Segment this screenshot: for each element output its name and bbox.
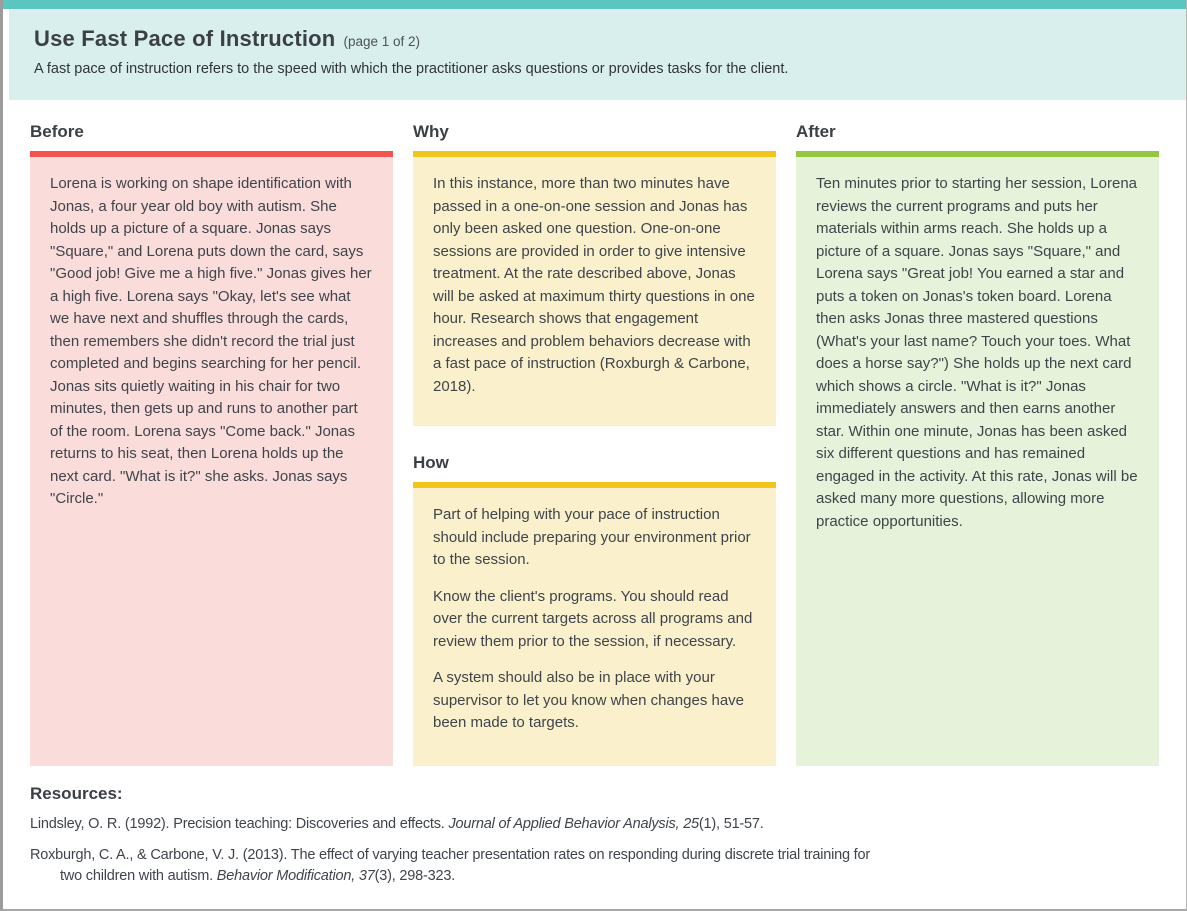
why-how-column: Why In this instance, more than two minu… xyxy=(413,121,776,766)
top-accent-bar xyxy=(3,0,1186,9)
page-header: Use Fast Pace of Instruction (page 1 of … xyxy=(9,9,1186,100)
reference-pages: (3), 298-323. xyxy=(374,868,456,884)
how-accent-bar xyxy=(413,482,776,488)
before-heading: Before xyxy=(30,122,84,141)
reference-text: Roxburgh, C. A., & Carbone, V. J. (2013)… xyxy=(30,847,871,884)
after-heading: After xyxy=(796,122,836,141)
why-text: In this instance, more than two minutes … xyxy=(433,175,755,395)
how-box: Part of helping with your pace of instru… xyxy=(413,488,776,766)
how-paragraph: A system should also be in place with yo… xyxy=(433,669,745,731)
resources-heading: Resources: xyxy=(30,784,123,803)
page-subtitle: A fast pace of instruction refers to the… xyxy=(34,61,789,77)
before-accent-bar xyxy=(30,151,393,157)
resources-section: Resources: Lindsley, O. R. (1992). Preci… xyxy=(3,766,1186,887)
why-accent-bar xyxy=(413,151,776,157)
reference-item: Roxburgh, C. A., & Carbone, V. J. (2013)… xyxy=(30,845,888,887)
why-box: In this instance, more than two minutes … xyxy=(413,157,776,426)
why-heading: Why xyxy=(413,122,449,141)
after-text: Ten minutes prior to starting her sessio… xyxy=(816,175,1138,530)
how-heading: How xyxy=(413,453,449,472)
before-text: Lorena is working on shape identificatio… xyxy=(50,175,372,507)
title-row: Use Fast Pace of Instruction (page 1 of … xyxy=(34,26,1166,52)
reference-pages: (1), 51-57. xyxy=(698,816,764,832)
reference-item: Lindsley, O. R. (1992). Precision teachi… xyxy=(30,814,888,835)
reference-journal: Behavior Modification, 37 xyxy=(216,868,375,884)
reference-text: Lindsley, O. R. (1992). Precision teachi… xyxy=(30,816,449,832)
before-box: Lorena is working on shape identificatio… xyxy=(30,157,393,766)
how-paragraph: Part of helping with your pace of instru… xyxy=(433,506,751,568)
page-title: Use Fast Pace of Instruction xyxy=(34,26,336,51)
after-box: Ten minutes prior to starting her sessio… xyxy=(796,157,1159,766)
content-columns: Before Lorena is working on shape identi… xyxy=(3,100,1186,766)
before-column: Before Lorena is working on shape identi… xyxy=(30,121,393,766)
after-column: After Ten minutes prior to starting her … xyxy=(796,121,1159,766)
after-accent-bar xyxy=(796,151,1159,157)
reference-journal: Journal of Applied Behavior Analysis, 25 xyxy=(448,816,699,832)
how-paragraph: Know the client's programs. You should r… xyxy=(433,587,753,650)
page-number-note: (page 1 of 2) xyxy=(343,34,421,49)
